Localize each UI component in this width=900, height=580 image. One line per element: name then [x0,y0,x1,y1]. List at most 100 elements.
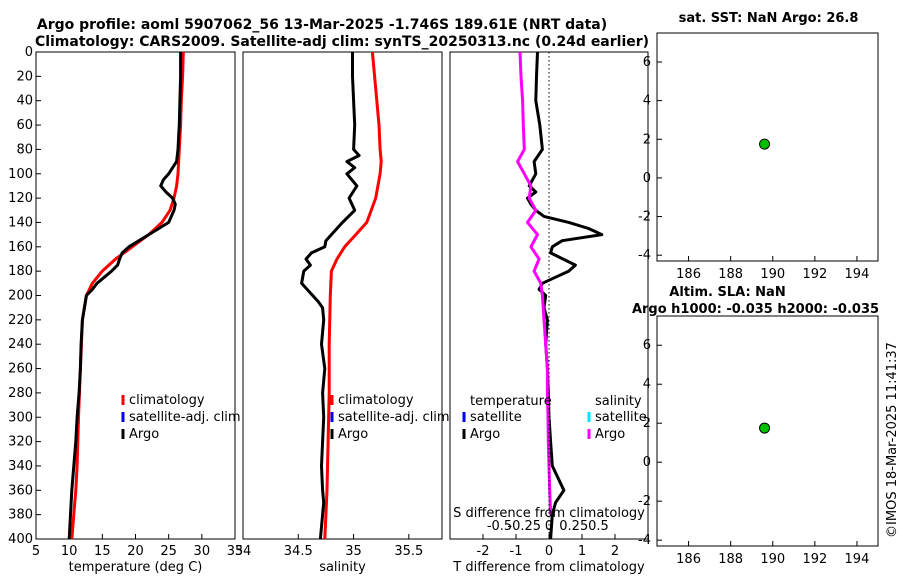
ytick-label: 200 [8,289,33,304]
sat-sst-panel: 186 188 190 192 194 -4 -2 0 2 4 6 sat. SST: NaN Arg… [638,11,879,282]
temperature-legend-label: climatology [129,393,205,408]
altim-sla-ytick-label: -4 [638,533,651,548]
difference-top-xtick-label: -0.25 [507,519,541,534]
difference-top-xlabel: S difference from climatology [453,506,645,521]
salinity-series-argo [300,52,361,540]
sat-sst-xtick-label: 190 [760,267,785,282]
difference-top-xtick-label: 0.5 [588,519,609,534]
sat-sst-title: sat. SST: NaN Argo: 26.8 [679,11,859,26]
ytick-label: 380 [8,508,33,523]
altim-sla-xtick-label: 186 [676,552,701,567]
ytick-label: 220 [8,313,33,328]
ytick-label: 80 [16,142,33,157]
ytick-label: 320 [8,435,33,450]
difference-legend-label: satellite [470,410,522,425]
ytick-label: 60 [16,118,33,133]
temperature-legend-label: Argo [129,427,159,442]
altim-sla-title: Altim. SLA: NaN [669,285,785,300]
salinity-legend-label: Argo [338,427,368,442]
salinity-legend-label: satellite-adj. clim [338,410,450,425]
timestamp: ©IMOS 18-Mar-2025 11:41:37 [885,342,900,538]
temperature-legend-label: satellite-adj. clim [129,410,241,425]
altim-sla-ytick-label: 6 [643,338,651,353]
difference-legend-salinity-header: salinity [595,394,642,409]
difference-legend-label: Argo [470,427,500,442]
sat-sst-xtick-label: 188 [718,267,743,282]
difference-top-xtick-label: 0 [545,519,553,534]
ytick-label: 140 [8,215,33,230]
temperature-series-argo [67,52,183,540]
altim-sla-ytick-label: 2 [643,416,651,431]
sat-sst-ytick-label: 4 [643,94,651,109]
figure-title-line2: Climatology: CARS2009. Satellite-adj cli… [35,34,649,50]
ytick-label: 360 [8,483,33,498]
salinity-xtick-label: 34 [235,544,252,559]
altim-sla-xtick-label: 190 [760,552,785,567]
altim-sla-xtick-label: 194 [845,552,870,567]
ytick-label: 280 [8,386,33,401]
altim-sla-xtick-label: 192 [802,552,827,567]
salinity-xlabel: salinity [319,560,366,575]
sat-sst-ytick-label: -4 [638,248,651,263]
altim-sla-ytick-label: 4 [643,377,651,392]
sat-sst-xtick-label: 186 [676,267,701,282]
temperature-xtick-label: 25 [160,544,177,559]
difference-xtick-label: 0 [545,544,553,559]
ytick-label: 260 [8,362,33,377]
altim-sla-xtick-label: 188 [718,552,743,567]
sat-sst-ytick-label: 0 [643,171,651,186]
sat-sst-point [759,138,771,150]
temperature-xtick-label: 35 [227,544,244,559]
salinity-xtick-label: 35.5 [394,544,423,559]
difference-top-xtick-label: 0.25 [559,519,588,534]
difference-xtick-label: 1 [578,544,586,559]
figure-title-line1: Argo profile: aoml 5907062_56 13-Mar-202… [37,17,607,33]
salinity-panel: 34 34.5 35 35.5 salinity climatology satellite… [235,51,450,575]
ytick-label: 300 [8,410,33,425]
ytick-label: 240 [8,337,33,352]
ytick-label: 400 [8,532,33,547]
temperature-axes-box [35,51,236,540]
difference-xtick-label: -2 [477,544,490,559]
altim-sla-ytick-label: -2 [638,494,651,509]
difference-xtick-label: 2 [611,544,619,559]
altim-sla-subtitle: Argo h1000: -0.035 h2000: -0.035 [632,302,879,317]
ytick-label: 40 [16,94,33,109]
ytick-label: 20 [16,69,33,84]
difference-legend-label: satellite [595,410,647,425]
ytick-label: 120 [8,191,33,206]
temperature-panel: 5 10 15 20 25 30 35 temperature (deg C) 0 20 40 60 8… [8,45,455,575]
salinity-xtick-label: 35 [345,544,362,559]
ytick-label: 340 [8,459,33,474]
altim-sla-ytick-label: 0 [643,455,651,470]
ytick-label: 0 [25,45,33,60]
temperature-xlabel: temperature (deg C) [69,560,203,575]
ytick-label: 160 [8,240,33,255]
difference-series-s-argo [516,51,553,515]
difference-xlabel: T difference from climatology [452,560,645,575]
difference-top-xtick-label: -0.5 [487,519,512,534]
difference-legend-label: Argo [595,427,625,442]
salinity-series-climatology [323,51,383,540]
sat-sst-ytick-label: 6 [643,55,651,70]
altim-sla-panel: 186 188 190 192 194 -4 -2 0 2 4 6 Altim. SLA: NaN Ar… [632,285,879,567]
temperature-xtick-label: 30 [194,544,211,559]
sat-sst-xtick-label: 194 [845,267,870,282]
ytick-label: 100 [8,167,33,182]
salinity-xtick-label: 34.5 [284,544,313,559]
altim-sla-point [759,422,771,434]
ytick-label: 180 [8,264,33,279]
difference-xtick-label: -1 [510,544,523,559]
temperature-xtick-label: 15 [94,544,111,559]
temperature-xtick-label: 10 [61,544,78,559]
sat-sst-xtick-label: 192 [802,267,827,282]
salinity-axes-box [242,51,443,540]
temperature-xtick-label: 20 [127,544,144,559]
sat-sst-ytick-label: -2 [638,210,651,225]
difference-legend-temperature-header: temperature [470,394,552,409]
salinity-legend-label: climatology [338,393,414,408]
difference-panel: -2 -1 0 1 2T difference from climatology-0.5… [449,51,649,575]
temperature-xtick-label: 5 [32,544,40,559]
sat-sst-ytick-label: 2 [643,132,651,147]
